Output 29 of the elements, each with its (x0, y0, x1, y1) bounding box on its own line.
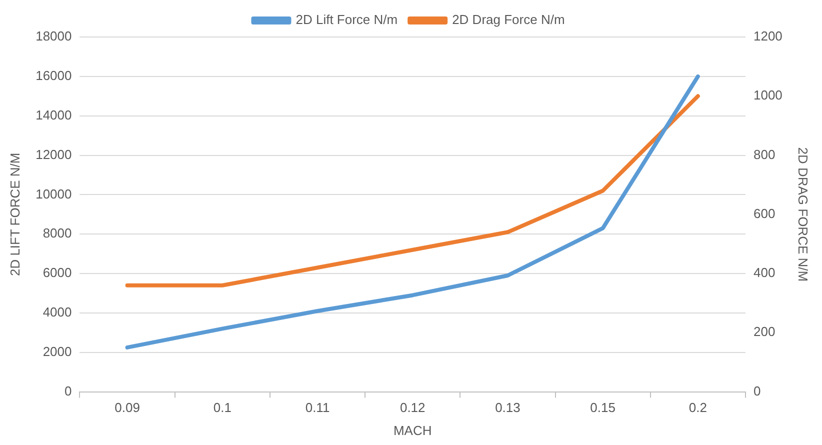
y-tick-label: 6000 (42, 265, 72, 280)
y-tick-label: 0 (64, 383, 72, 398)
x-tick-label: 0.13 (495, 400, 520, 416)
x-tick-label: 0.2 (688, 400, 707, 416)
y-tick-label: 2000 (42, 344, 72, 359)
y2-tick-label: 800 (753, 146, 776, 162)
y2-tick-label: 400 (753, 265, 776, 280)
y-tick-label: 8000 (42, 226, 72, 241)
y-axis-title: 2D LIFT FORCE N/M (7, 152, 22, 276)
y2-axis-title: 2D DRAG FORCE N/M (796, 147, 811, 282)
x-tick-label: 0.15 (590, 400, 616, 416)
x-axis-title: MACH (393, 422, 432, 438)
y2-tick-label: 1000 (753, 88, 782, 103)
x-tick-label: 0.11 (305, 400, 330, 416)
y-tick-label: 4000 (42, 304, 72, 320)
x-tick-label: 0.09 (114, 400, 140, 416)
y-tick-label: 14000 (36, 107, 72, 122)
y2-tick-label: 600 (753, 206, 776, 221)
y-tick-label: 10000 (36, 186, 72, 202)
legend-label: 2D Lift Force N/m (296, 12, 398, 28)
y-tick-label: 12000 (36, 146, 72, 162)
y2-tick-label: 1200 (753, 28, 782, 44)
x-tick-label: 0.12 (400, 400, 426, 416)
y-tick-label: 18000 (36, 28, 72, 44)
x-tick-label: 0.1 (213, 400, 232, 416)
y-tick-label: 16000 (36, 68, 72, 83)
y2-tick-label: 0 (753, 383, 761, 398)
legend-label: 2D Drag Force N/m (452, 12, 565, 28)
y2-tick-label: 200 (753, 324, 776, 340)
